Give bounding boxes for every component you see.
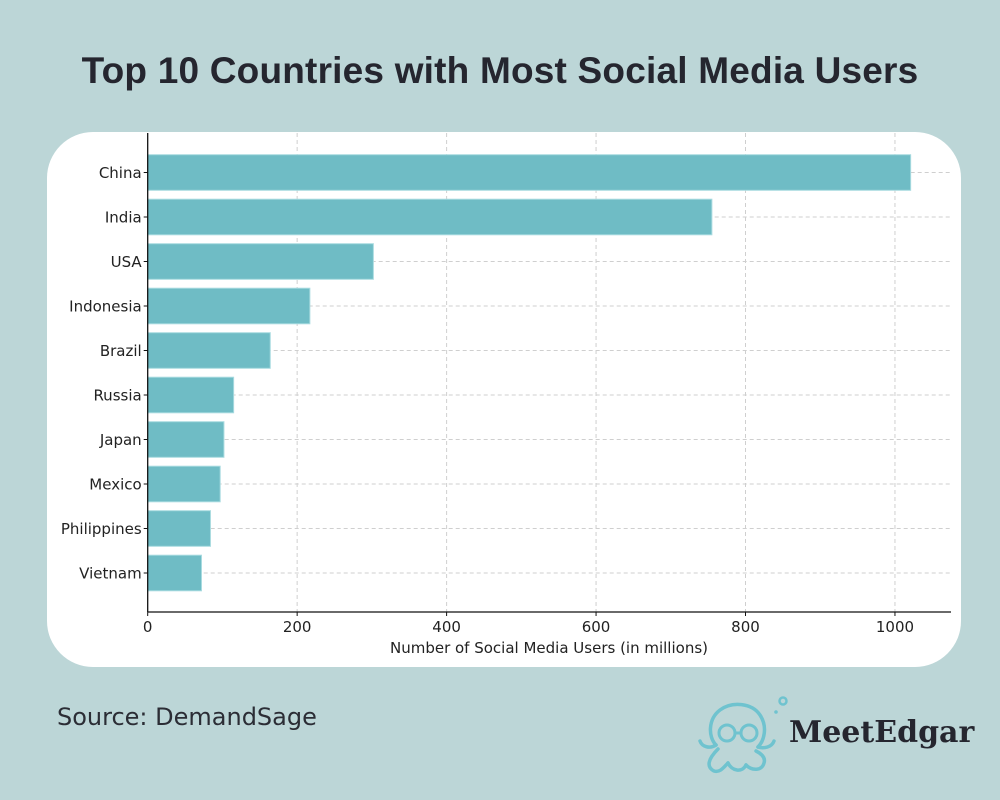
- bar-india: [147, 198, 713, 236]
- x-tick-label: 200: [283, 618, 312, 636]
- bar-vietnam: [147, 554, 203, 592]
- bar-japan: [147, 421, 225, 458]
- bar-philippines: [147, 510, 211, 547]
- y-tick-labels: China India USA Indonesia Brazil Russia Japan M…: [61, 164, 148, 583]
- y-tick-label: Philippines: [61, 520, 142, 538]
- bar-russia: [147, 376, 235, 414]
- y-tick-label: India: [105, 209, 142, 227]
- octopus-icon: [698, 696, 788, 774]
- bar-mexico: [147, 465, 221, 503]
- chart-title: Top 10 Countries with Most Social Media …: [81, 50, 919, 91]
- y-tick-label: Mexico: [89, 476, 141, 494]
- axes: [147, 133, 951, 613]
- y-tick-label: Japan: [99, 431, 142, 449]
- y-tick-label: Russia: [93, 387, 141, 405]
- y-tick-label: Vietnam: [79, 565, 142, 583]
- x-tick-label: 600: [582, 618, 611, 636]
- bar-usa: [147, 243, 374, 280]
- x-axis-label: Number of Social Media Users (in million…: [390, 639, 708, 657]
- y-tick-label: Brazil: [100, 342, 142, 360]
- x-tick-label: 800: [731, 618, 760, 636]
- meetedgar-logo: MeetEdgar: [694, 693, 994, 783]
- bar-china: [147, 154, 912, 191]
- source-text: Source: DemandSage: [57, 703, 317, 731]
- y-tick-label: China: [99, 164, 142, 182]
- x-tick-label: 400: [432, 618, 461, 636]
- bar-brazil: [147, 332, 271, 369]
- x-tick-labels: 0 200 400 600 800 1000: [143, 612, 914, 636]
- y-tick-label: USA: [111, 253, 143, 271]
- x-tick-label: 1000: [876, 618, 914, 636]
- brand-name: MeetEdgar: [789, 715, 975, 750]
- bar-indonesia: [147, 287, 311, 325]
- x-tick-label: 0: [143, 618, 153, 636]
- bars: [147, 154, 912, 592]
- y-tick-label: Indonesia: [69, 298, 142, 316]
